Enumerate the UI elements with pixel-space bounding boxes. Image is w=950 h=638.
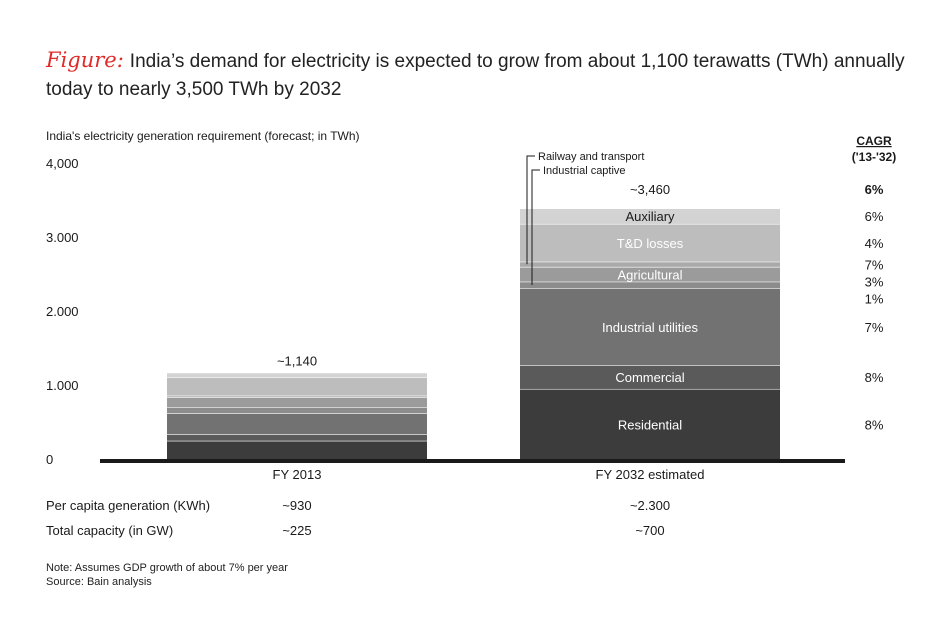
bar-segment-auxiliary [520, 208, 780, 224]
bar-segment-residential [167, 440, 427, 460]
y-tick-label: 3.000 [46, 230, 79, 245]
segment-label-auxiliary: Auxiliary [625, 209, 675, 224]
x-axis-baseline [100, 459, 845, 463]
figure-prefix: Figure: [46, 48, 124, 72]
bar-segment-railway-and-transport [520, 261, 780, 267]
chart-title: Figure: India’s demand for electricity is… [46, 46, 926, 104]
table-cell: ~700 [635, 523, 664, 538]
cagr-value-agricultural: 3% [865, 274, 884, 289]
segment-label-commercial: Commercial [615, 370, 684, 385]
cagr-value-railway-and-transport: 7% [865, 257, 884, 272]
cagr-header: CAGR [856, 134, 892, 148]
cagr-value-auxiliary: 6% [865, 209, 884, 224]
bar-segment-industrial-captive [520, 281, 780, 289]
total-label: ~3,460 [630, 182, 670, 197]
cagr-value-commercial: 8% [865, 370, 884, 385]
cagr-value-residential: 8% [865, 417, 884, 432]
table-cell: ~930 [282, 498, 311, 513]
callout-leader-railway-and-transport [526, 155, 535, 265]
bar-segment-tandd-losses [520, 223, 780, 262]
bar-segment-tandd-losses [167, 377, 427, 396]
y-tick-label: 0 [46, 452, 53, 467]
y-tick-label: 4,000 [46, 156, 79, 171]
y-tick-label: 2.000 [46, 304, 79, 319]
cagr-value-industrial-captive: 1% [865, 291, 884, 306]
callout-label-railway-and-transport: Railway and transport [538, 151, 644, 163]
x-tick-label: FY 2013 [273, 467, 322, 482]
table-cell: ~2.300 [630, 498, 670, 513]
cagr-value-tandd-losses: 4% [865, 236, 884, 251]
bar-segment-industrial-utilities [167, 413, 427, 435]
bar-segment-commercial [167, 434, 427, 441]
cagr-value-industrial-utilities: 7% [865, 320, 884, 335]
table-row-label: Total capacity (in GW) [46, 523, 173, 538]
segment-label-industrial-utilities: Industrial utilities [602, 320, 699, 335]
note-text: Note: Assumes GDP growth of about 7% per… [46, 562, 288, 574]
bar-segment-agricultural [167, 397, 427, 408]
bar-segment-railway-and-transport [167, 395, 427, 398]
cagr-subheader: ('13-'32) [852, 150, 896, 164]
segment-label-agricultural: Agricultural [617, 267, 682, 282]
cagr-total: 6% [865, 182, 884, 197]
footnotes: Note: Assumes GDP growth of about 7% per… [46, 561, 288, 589]
total-label: ~1,140 [277, 354, 317, 369]
table-cell: ~225 [282, 523, 311, 538]
bar-segment-industrial-captive [167, 407, 427, 414]
segment-label-residential: Residential [618, 417, 682, 432]
callout-leader-industrial-captive [531, 169, 540, 285]
bar-segment-commercial [520, 365, 780, 389]
source-text: Source: Bain analysis [46, 576, 152, 588]
stacked-bar-chart: India's electricity generation requireme… [46, 129, 896, 538]
title-text: India’s demand for electricity is expect… [46, 51, 905, 100]
y-tick-label: 1.000 [46, 378, 79, 393]
bar-segment-agricultural [520, 266, 780, 282]
callout-label-industrial-captive: Industrial captive [543, 165, 626, 177]
bar-segment-auxiliary [167, 372, 427, 378]
y-axis-label: India's electricity generation requireme… [46, 129, 360, 143]
x-tick-label: FY 2032 estimated [596, 467, 705, 482]
table-row-label: Per capita generation (KWh) [46, 498, 210, 513]
bar-segment-residential [520, 388, 780, 460]
bar-segment-industrial-utilities [520, 288, 780, 366]
segment-label-tandd-losses: T&D losses [617, 236, 684, 251]
